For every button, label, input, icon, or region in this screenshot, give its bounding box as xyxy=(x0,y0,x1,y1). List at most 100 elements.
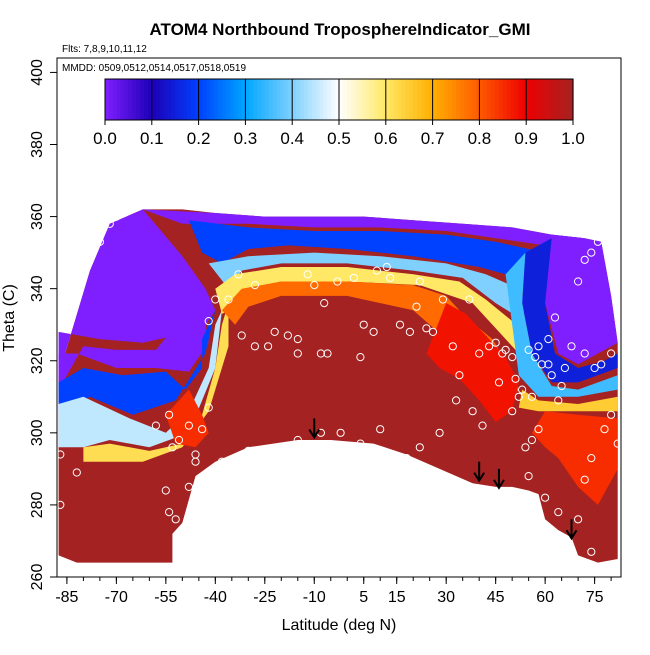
colorbar-segment xyxy=(268,79,274,120)
colorbar-segment xyxy=(428,79,434,120)
colorbar-segment xyxy=(249,79,254,120)
sample-point xyxy=(438,295,447,304)
colorbar-segment xyxy=(327,79,332,120)
colorbar-segment xyxy=(128,79,133,120)
y-tick-label: 260 xyxy=(29,564,46,591)
y-tick-label: 320 xyxy=(29,347,46,374)
colorbar-segment xyxy=(253,79,258,120)
colorbar-segment xyxy=(272,79,278,120)
sample-point xyxy=(244,446,253,455)
sample-point xyxy=(165,410,174,419)
sample-point xyxy=(204,403,213,412)
colorbar-segment xyxy=(292,79,297,120)
sample-point xyxy=(587,248,596,257)
colorbar-segment xyxy=(522,79,527,120)
sample-point xyxy=(527,435,537,445)
colorbar-segment xyxy=(459,79,465,120)
y-tick-label: 340 xyxy=(29,275,46,302)
sample-point xyxy=(574,277,583,286)
sample-point xyxy=(57,450,65,459)
colorbar-segment xyxy=(206,79,211,120)
colorbar-segment xyxy=(397,79,402,120)
x-tick-label: -85 xyxy=(55,589,78,606)
sample-point xyxy=(550,313,560,322)
colorbar-segment xyxy=(362,79,367,120)
sample-point xyxy=(597,360,606,369)
colorbar-segment xyxy=(405,79,410,120)
colorbar-segment xyxy=(296,79,301,120)
colorbar-segment xyxy=(358,79,363,120)
colorbar-segment xyxy=(498,79,504,120)
sample-point xyxy=(587,454,596,463)
colorbar-segment xyxy=(120,79,126,120)
colorbar-segment xyxy=(245,79,250,120)
colorbar-segment xyxy=(233,79,239,120)
sample-point xyxy=(270,327,279,336)
axes: -85 -70 -55 -40 -25 -10 5 15 30 45 60 75 260 280 300 32… xyxy=(29,59,612,606)
sample-point xyxy=(554,507,563,517)
colorbar-segment xyxy=(409,79,414,120)
sample-point xyxy=(593,237,603,246)
sample-point xyxy=(174,435,184,445)
colorbar-segment xyxy=(124,79,129,120)
colorbar-segment xyxy=(264,79,270,120)
sample-point xyxy=(386,273,395,282)
sample-point xyxy=(600,234,609,243)
colorbar-tick-label: 0.0 xyxy=(93,129,117,148)
colorbar-segment xyxy=(541,79,547,120)
colorbar-segment xyxy=(284,79,289,120)
sample-point xyxy=(402,454,411,463)
colorbar-segment xyxy=(147,79,153,120)
colorbar-segment xyxy=(112,79,118,120)
colorbar-segment xyxy=(132,79,137,120)
sample-point xyxy=(382,262,391,272)
colorbar-segment xyxy=(183,79,188,120)
sample-point xyxy=(105,219,114,228)
sample-point xyxy=(544,360,553,369)
sample-point xyxy=(485,342,494,351)
sample-point xyxy=(165,507,174,517)
sample-point xyxy=(250,342,259,351)
sample-point xyxy=(264,342,273,351)
colorbar-segment xyxy=(491,79,496,120)
colorbar-tick-label: 0.2 xyxy=(187,129,211,148)
colorbar-segment xyxy=(261,79,266,120)
colorbar-tick-label: 0.6 xyxy=(374,129,398,148)
colorbar-segment xyxy=(389,79,395,120)
colorbar-segment xyxy=(553,79,558,120)
colorbar-segment xyxy=(374,79,379,120)
sample-point xyxy=(372,266,381,275)
sample-point xyxy=(452,396,461,405)
sample-point xyxy=(547,371,556,380)
colorbar-segment xyxy=(370,79,375,120)
colorbar-tick-label: 0.9 xyxy=(514,129,538,148)
x-tick-label: 15 xyxy=(388,589,406,606)
sample-point xyxy=(567,551,576,560)
colorbar-segment xyxy=(151,79,157,120)
sample-point xyxy=(412,302,421,311)
colorbar-segment xyxy=(510,79,516,120)
colorbar-segment xyxy=(479,79,484,120)
arrow-head xyxy=(473,472,486,483)
colorbar-segment xyxy=(526,79,531,120)
sample-point xyxy=(356,439,365,448)
colorbar-tick-label: 0.4 xyxy=(280,129,304,148)
dates-note: MMDD: 0509,0512,0514,0517,0518,0519 xyxy=(62,63,246,74)
sample-point xyxy=(580,349,589,358)
heatmap-region-12 xyxy=(538,234,618,365)
sample-point xyxy=(161,486,170,495)
y-tick-label: 300 xyxy=(29,419,46,446)
colorbar-segment xyxy=(214,79,219,120)
sample-point xyxy=(184,482,193,491)
y-tick-label: 400 xyxy=(29,59,46,86)
colorbar-segment xyxy=(506,79,512,120)
sample-point xyxy=(534,425,543,434)
sample-point xyxy=(514,392,523,401)
colorbar-segment xyxy=(565,79,570,120)
colorbar-frame xyxy=(104,78,574,121)
colorbar-segment xyxy=(424,79,430,120)
colorbar-segment xyxy=(432,79,438,120)
sample-point xyxy=(79,266,88,275)
sample-point xyxy=(524,345,533,354)
colorbar-segment xyxy=(210,79,215,120)
